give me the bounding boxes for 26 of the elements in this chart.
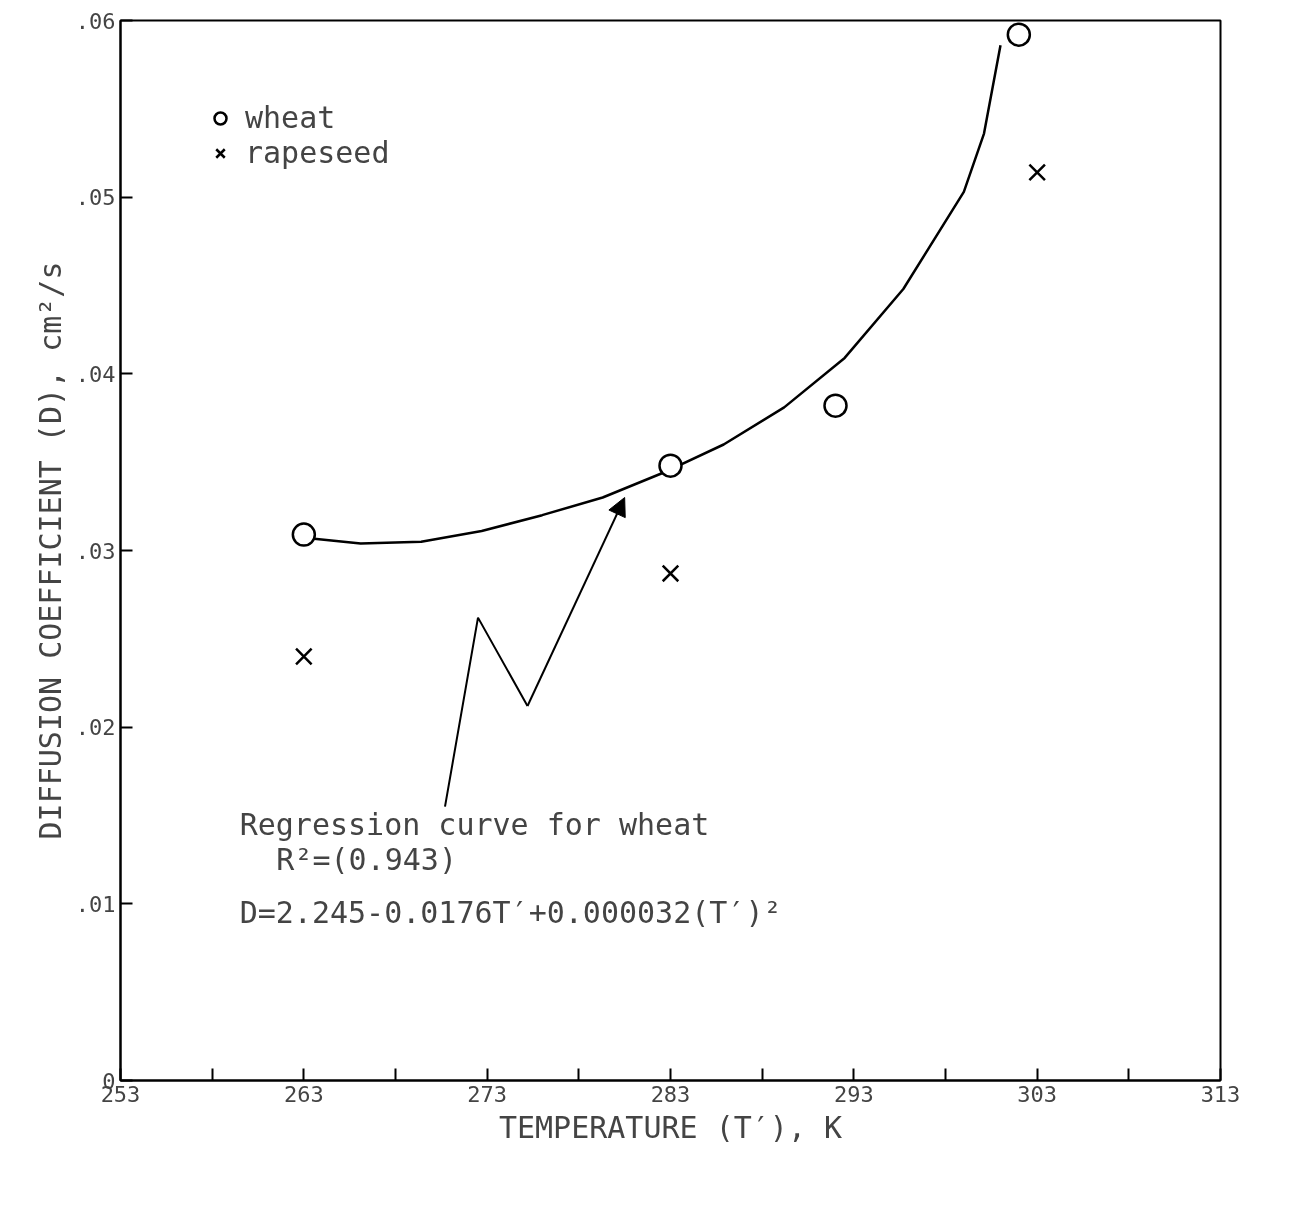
y-tick-label: .05 <box>75 185 116 211</box>
y-tick-label: .06 <box>75 8 116 34</box>
x-axis-title: TEMPERATURE (T′), K <box>498 1109 843 1145</box>
annotation: R²=(0.943) <box>276 842 457 878</box>
y-tick-label: .04 <box>75 361 116 387</box>
y-tick-label: .02 <box>75 715 116 741</box>
y-tick-label: .01 <box>75 891 116 917</box>
point <box>294 647 313 666</box>
legend-label: rapeseed <box>245 135 390 170</box>
point <box>658 453 683 478</box>
point <box>291 522 317 547</box>
point <box>1006 22 1032 47</box>
y-tick-label: .03 <box>75 538 116 564</box>
annotation: Regression curve for wheat <box>239 807 710 842</box>
x-tick-label: 273 <box>467 1081 508 1107</box>
annotation: D=2.245-0.0176T′+0.000032(T′)² <box>239 895 782 931</box>
legend-label: wheat <box>245 100 336 135</box>
point <box>1028 163 1047 182</box>
x-tick-label: 293 <box>833 1081 874 1107</box>
point <box>661 564 680 583</box>
point <box>823 393 848 418</box>
x-tick-label: 303 <box>1017 1081 1058 1107</box>
x-tick-label: 313 <box>1200 1081 1241 1107</box>
x-tick-label: 263 <box>283 1081 324 1107</box>
y-axis-title: DIFFUSION COEFFICIENT (D), cm²/s <box>32 261 68 840</box>
x-tick-label: 283 <box>650 1081 691 1107</box>
